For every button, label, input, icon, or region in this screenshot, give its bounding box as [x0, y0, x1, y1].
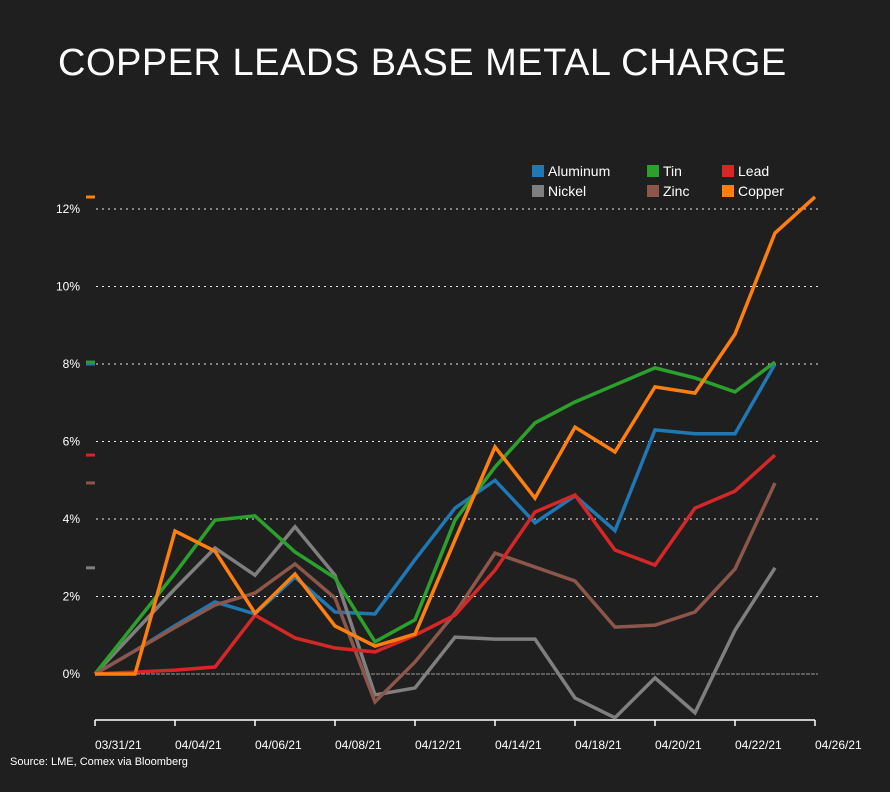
legend-label-lead: Lead [738, 163, 769, 179]
x-tick-label: 04/26/21 [815, 738, 862, 752]
source-note: Source: LME, Comex via Bloomberg [10, 756, 188, 768]
x-tick-label: 04/18/21 [575, 738, 622, 752]
legend-swatch-copper [722, 185, 734, 197]
last-value-marker-aluminum [86, 362, 95, 366]
series-line-nickel [93, 524, 777, 720]
x-tick-label: 03/31/21 [95, 738, 142, 752]
x-tick-label: 04/22/21 [735, 738, 782, 752]
legend-label-aluminum: Aluminum [548, 163, 610, 179]
series-line-copper [95, 195, 817, 676]
legend-label-zinc: Zinc [663, 183, 689, 199]
legend-swatch-zinc [647, 185, 659, 197]
x-tick-label: 04/04/21 [175, 738, 222, 752]
legend-swatch-tin [647, 165, 659, 177]
series-line-zinc [94, 482, 777, 706]
series-line-tin [93, 360, 777, 676]
y-tick-label: 12% [56, 202, 80, 216]
legend-swatch-aluminum [532, 165, 544, 177]
y-tick-label: 4% [63, 512, 81, 526]
last-value-marker-zinc [86, 481, 95, 485]
legend-label-tin: Tin [663, 163, 682, 179]
legend-label-nickel: Nickel [548, 183, 586, 199]
x-tick-label: 04/12/21 [415, 738, 462, 752]
series-line-aluminum [94, 363, 777, 676]
last-value-marker-tin [86, 360, 95, 364]
x-tick-label: 04/06/21 [255, 738, 302, 752]
y-tick-label: 10% [56, 280, 80, 294]
y-tick-label: 0% [63, 667, 81, 681]
y-tick-label: 2% [63, 590, 81, 604]
y-tick-label: 8% [63, 357, 81, 371]
y-tick-label: 6% [63, 435, 81, 449]
chart-title: COPPER LEADS BASE METAL CHARGE [58, 42, 787, 84]
legend-swatch-nickel [532, 185, 544, 197]
last-value-marker-nickel [86, 566, 95, 570]
legend-label-copper: Copper [738, 183, 784, 199]
legend-swatch-lead [722, 165, 734, 177]
x-tick-label: 04/14/21 [495, 738, 542, 752]
x-tick-label: 04/20/21 [655, 738, 702, 752]
x-tick-label: 04/08/21 [335, 738, 382, 752]
last-value-marker-lead [86, 453, 95, 457]
last-value-marker-copper [86, 195, 95, 199]
series-line-lead [94, 453, 777, 676]
